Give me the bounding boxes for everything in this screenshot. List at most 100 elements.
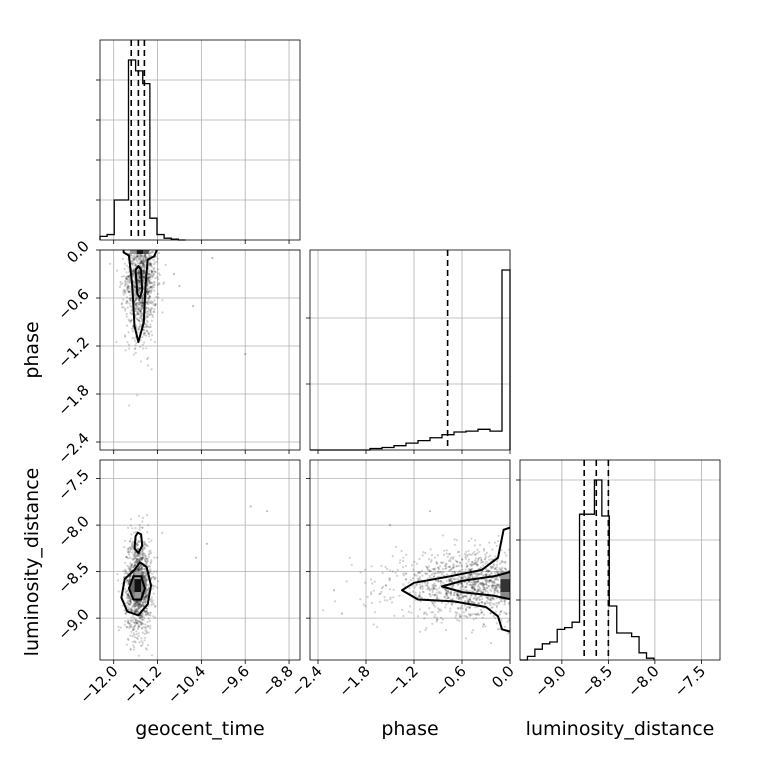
sample-point bbox=[436, 588, 439, 591]
sample-point bbox=[133, 285, 136, 288]
sample-point bbox=[127, 638, 130, 642]
sample-point bbox=[543, 567, 545, 569]
sample-point bbox=[157, 278, 160, 281]
sample-point bbox=[531, 605, 533, 607]
sample-point bbox=[494, 577, 497, 580]
sample-point bbox=[126, 593, 129, 596]
sample-point bbox=[144, 592, 147, 595]
sample-point bbox=[510, 567, 512, 569]
sample-point bbox=[494, 577, 497, 580]
sample-point bbox=[135, 620, 138, 623]
sample-point bbox=[479, 598, 482, 601]
sample-point bbox=[133, 258, 136, 261]
sample-point bbox=[134, 309, 137, 312]
contour-inner bbox=[134, 265, 144, 299]
sample-point bbox=[133, 564, 136, 568]
sample-point bbox=[546, 581, 548, 583]
sample-point bbox=[545, 604, 547, 606]
sample-point bbox=[153, 304, 156, 307]
sample-point bbox=[531, 595, 533, 597]
sample-point bbox=[157, 580, 160, 583]
sample-point bbox=[122, 569, 125, 573]
sample-point bbox=[465, 585, 468, 589]
sample-point bbox=[417, 571, 421, 574]
density-cell bbox=[500, 571, 510, 580]
sample-point bbox=[471, 585, 475, 588]
sample-point bbox=[138, 602, 141, 605]
sample-point bbox=[435, 562, 438, 565]
sample-point bbox=[486, 590, 489, 593]
sample-point bbox=[497, 583, 500, 586]
sample-point bbox=[483, 549, 486, 552]
sample-point bbox=[139, 245, 141, 247]
sample-point bbox=[533, 578, 535, 580]
sample-point bbox=[140, 603, 143, 606]
sample-point bbox=[482, 613, 485, 616]
sample-point bbox=[535, 590, 537, 592]
sample-point bbox=[149, 262, 152, 265]
sample-point bbox=[147, 617, 150, 620]
sample-point bbox=[117, 590, 120, 593]
sample-point bbox=[145, 610, 148, 613]
sample-point bbox=[457, 582, 460, 586]
sample-point bbox=[460, 576, 463, 579]
sample-point bbox=[459, 598, 463, 601]
sample-point bbox=[463, 595, 466, 598]
sample-point bbox=[540, 580, 542, 582]
sample-point bbox=[144, 253, 147, 256]
sample-point bbox=[537, 578, 539, 580]
sample-point bbox=[163, 281, 166, 284]
sample-point bbox=[136, 311, 139, 314]
sample-point bbox=[154, 604, 157, 608]
sample-point bbox=[486, 580, 489, 583]
sample-point bbox=[141, 526, 144, 529]
sample-point bbox=[135, 604, 138, 608]
sample-point bbox=[551, 594, 553, 596]
sample-point bbox=[136, 569, 140, 572]
sample-point bbox=[150, 273, 153, 276]
sample-point bbox=[143, 547, 146, 550]
sample-point bbox=[531, 604, 533, 606]
sample-point bbox=[162, 282, 165, 285]
sample-point bbox=[135, 618, 138, 622]
sample-point bbox=[126, 594, 129, 597]
sample-point bbox=[132, 565, 135, 568]
sample-point bbox=[503, 599, 506, 602]
sample-point bbox=[135, 622, 138, 625]
sample-point bbox=[533, 617, 535, 619]
sample-point bbox=[528, 578, 530, 580]
sample-point bbox=[141, 555, 144, 559]
sample-point bbox=[438, 592, 441, 595]
contour-outer bbox=[120, 561, 152, 617]
sample-point bbox=[492, 580, 495, 584]
sample-point bbox=[426, 588, 429, 591]
sample-point bbox=[514, 576, 516, 578]
sample-point bbox=[569, 562, 571, 564]
sample-point bbox=[147, 272, 150, 275]
sample-point bbox=[139, 244, 141, 246]
sample-point bbox=[143, 269, 146, 272]
sample-point bbox=[150, 285, 153, 289]
ytick-label: −2.4 bbox=[54, 429, 92, 467]
sample-point bbox=[476, 590, 479, 594]
sample-point bbox=[464, 608, 467, 611]
sample-point bbox=[452, 566, 455, 569]
sample-point bbox=[147, 300, 150, 303]
sample-point bbox=[493, 564, 496, 567]
sample-point bbox=[124, 620, 127, 623]
sample-point bbox=[383, 596, 386, 599]
sample-point bbox=[485, 574, 488, 577]
sample-point bbox=[144, 610, 147, 613]
sample-point bbox=[499, 610, 503, 613]
sample-point bbox=[537, 577, 539, 579]
sample-point bbox=[495, 544, 498, 548]
sample-point bbox=[128, 297, 131, 300]
density-cell bbox=[129, 579, 135, 593]
sample-point bbox=[525, 604, 527, 606]
sample-point bbox=[496, 586, 499, 589]
sample-point bbox=[133, 347, 136, 350]
sample-point bbox=[135, 609, 138, 612]
sample-point bbox=[151, 211, 153, 213]
sample-point bbox=[452, 584, 455, 587]
sample-point bbox=[136, 622, 139, 625]
